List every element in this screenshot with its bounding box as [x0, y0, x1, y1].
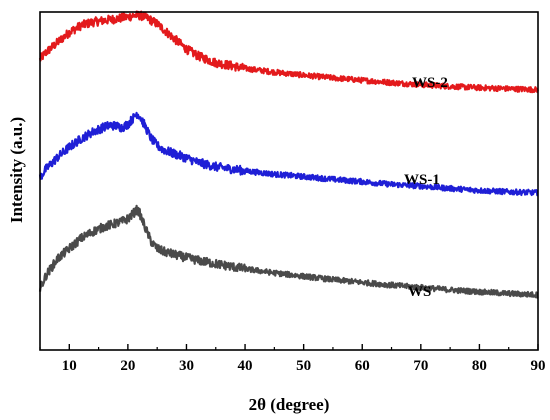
x-tick-label: 50 [296, 358, 311, 374]
x-tick-label: 10 [62, 358, 77, 374]
x-tick-label: 20 [120, 358, 135, 374]
x-tick-label: 70 [413, 358, 428, 374]
series-line-ws [38, 204, 539, 299]
x-tick-layer: 10 20 30 40 50 60 70 80 90 [39, 344, 546, 374]
series-line-ws-2 [38, 10, 539, 94]
series-label-ws: WS [408, 284, 431, 300]
series-label-ws-1: WS-1 [404, 172, 440, 188]
y-axis-title: Intensity (a.u.) [7, 117, 26, 223]
x-tick-label: 80 [472, 358, 487, 374]
series-label-ws-2: WS-2 [412, 75, 448, 91]
x-tick-label: 60 [355, 358, 370, 374]
x-axis-title: 2θ (degree) [249, 395, 330, 414]
series-label-layer: WS-2 WS-1 WS [404, 75, 448, 300]
series-line-ws-1 [38, 111, 539, 197]
x-tick-label: 40 [238, 358, 253, 374]
x-tick-label: 30 [179, 358, 194, 374]
series-layer [38, 10, 539, 299]
x-tick-label: 90 [531, 358, 546, 374]
plot-frame [39, 11, 539, 351]
